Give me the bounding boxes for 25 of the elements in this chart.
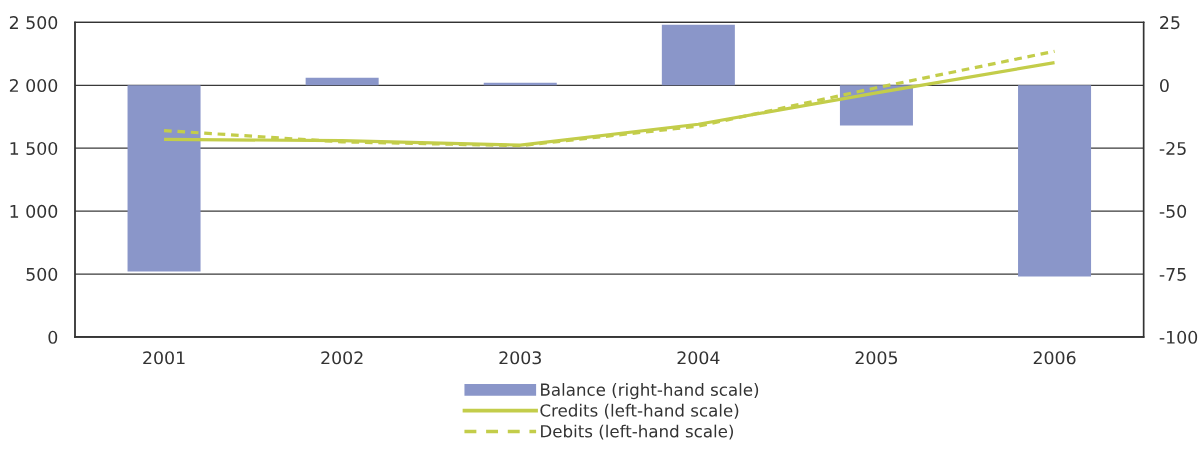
x-tick-label: 2005: [855, 351, 898, 365]
x-tick-label: 2006: [1033, 351, 1076, 365]
legend-label: Credits (left-hand scale): [540, 403, 739, 419]
y2-tick-label: -100: [1159, 330, 1198, 344]
bar: [305, 77, 379, 86]
bar: [127, 85, 201, 272]
y-tick-label: 2 500: [9, 16, 58, 30]
y2-tick-label: 25: [1160, 16, 1180, 30]
x-tick-label: 2001: [143, 351, 185, 365]
y-tick-label: 2 000: [9, 78, 58, 93]
legend-label: Balance (right-hand scale): [541, 383, 759, 400]
y2-tick-label: -50: [1159, 204, 1187, 218]
y-tick-label: 0: [48, 330, 58, 344]
y2-tick-label: -75: [1159, 268, 1186, 281]
legend-label: Debits (left-hand scale): [541, 424, 733, 440]
bar: [661, 24, 735, 86]
y2-tick-label: 0: [1160, 78, 1169, 93]
x-tick-label: 2004: [677, 351, 720, 365]
x-tick-label: 2003: [499, 351, 541, 365]
x-tick-label: 2002: [321, 351, 363, 365]
bar: [1018, 85, 1092, 277]
y-tick-label: 1 000: [10, 204, 58, 218]
y-tick-label: 1 500: [10, 141, 58, 156]
y2-tick-label: -25: [1159, 141, 1186, 156]
y-tick-label: 500: [26, 267, 58, 281]
